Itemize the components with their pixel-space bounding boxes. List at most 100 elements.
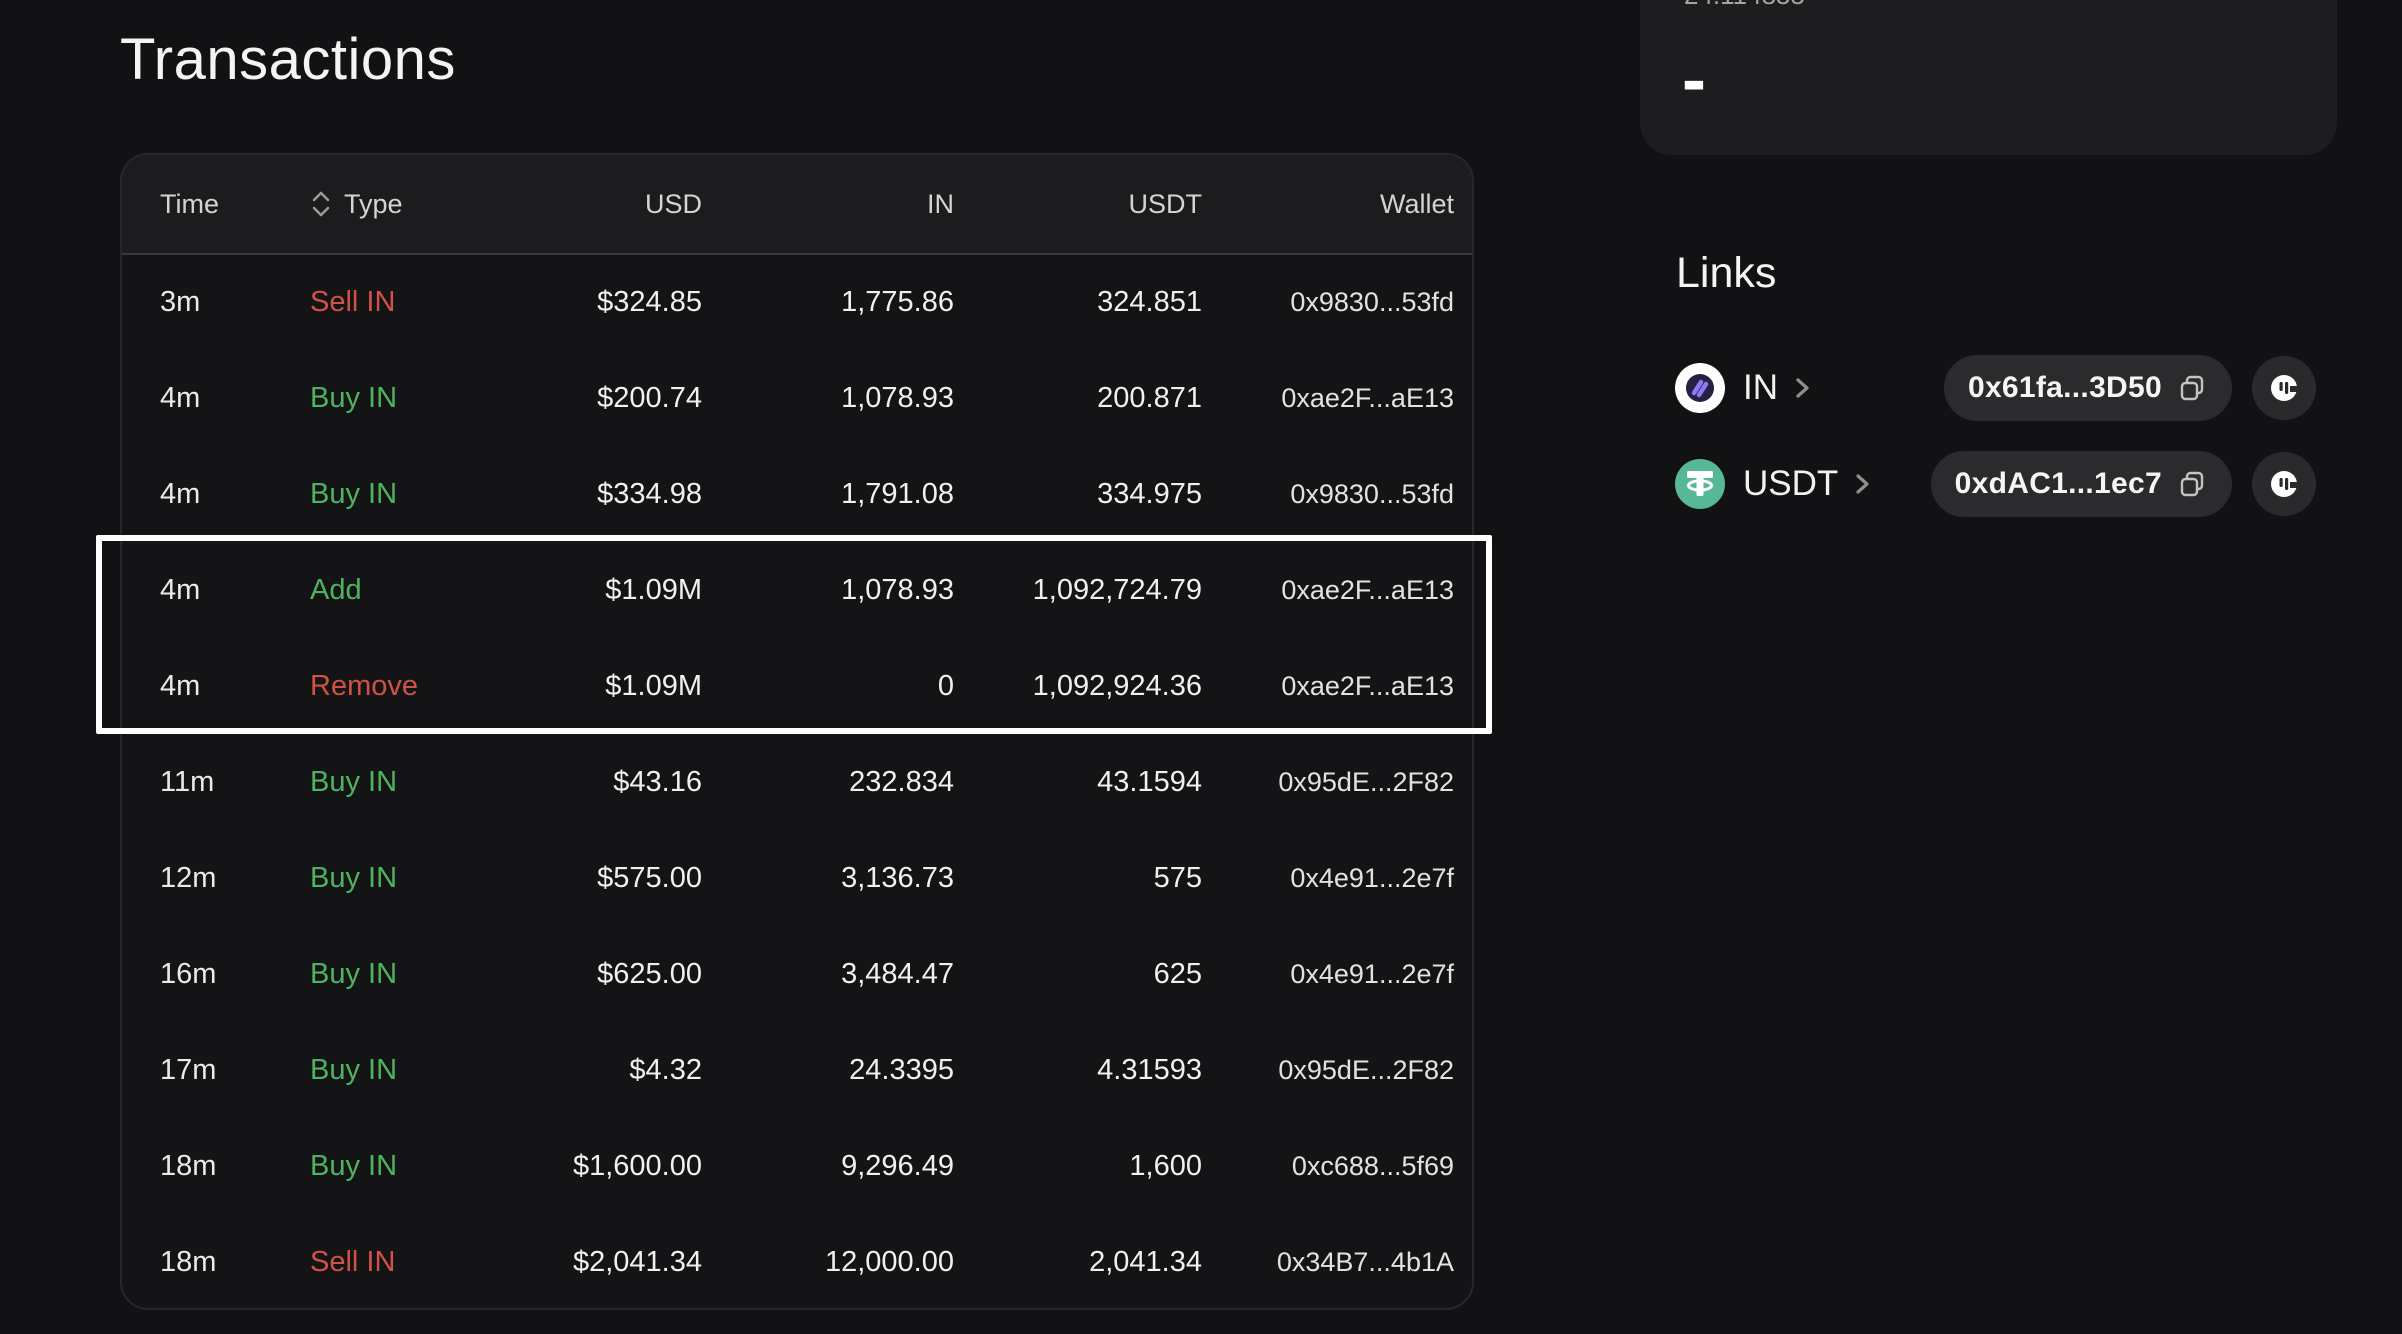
cell-time: 16m [160, 957, 217, 990]
cell-type: Buy IN [310, 1149, 398, 1182]
cell-usd: $43.16 [613, 765, 702, 798]
token-link[interactable]: IN [1743, 368, 1778, 407]
column-header-time: Time [160, 188, 219, 219]
address-text: 0xdAC1...1ec7 [1954, 467, 2162, 500]
cell-wallet[interactable]: 0xae2F...aE13 [1281, 383, 1454, 414]
cell-usd: $1,600.00 [572, 1149, 702, 1182]
cell-in: 1,078.93 [841, 574, 954, 607]
cell-usdt: 4.31593 [1097, 1053, 1202, 1086]
table-row[interactable]: 11m Buy IN $43.16 232.834 43.1594 0x95dE… [122, 735, 1472, 831]
table-row[interactable]: 4m Buy IN $334.98 1,791.08 334.975 0x983… [122, 447, 1472, 543]
cell-time: 17m [160, 1053, 217, 1086]
link-row: USDT 0xdAC1...1ec7 [1675, 451, 2316, 517]
table-row[interactable]: 18m Sell IN $2,041.34 12,000.00 2,041.34… [122, 1214, 1472, 1308]
cell-type: Buy IN [310, 765, 398, 798]
cell-type: Buy IN [310, 382, 398, 415]
table-body: 3m Sell IN $324.85 1,775.86 324.851 0x98… [122, 255, 1472, 1308]
cell-usd: $4.32 [629, 1053, 702, 1086]
cell-wallet[interactable]: 0x4e91...2e7f [1290, 862, 1454, 893]
cell-time: 18m [160, 1149, 217, 1182]
cell-wallet[interactable]: 0x34B7...4b1A [1276, 1246, 1454, 1277]
cell-wallet[interactable]: 0x4e91...2e7f [1290, 958, 1454, 989]
cell-usd: $625.00 [597, 957, 702, 990]
stats-clipped-value: 24.114855 [1684, 0, 1805, 10]
cell-type: Remove [310, 670, 418, 703]
cell-type: Buy IN [310, 957, 398, 990]
cell-in: 1,078.93 [841, 382, 954, 415]
column-header-usdt: USDT [1128, 188, 1203, 219]
cell-in: 12,000.00 [824, 1245, 954, 1278]
cell-usd: $575.00 [597, 861, 702, 894]
cell-usdt: 1,092,724.79 [1032, 574, 1202, 607]
cell-in: 9,296.49 [841, 1149, 954, 1182]
cell-in: 1,791.08 [841, 478, 954, 511]
cell-type: Buy IN [310, 1053, 398, 1086]
stats-card: 24.114855 - [1640, 0, 2337, 155]
cell-in: 1,775.86 [841, 286, 954, 319]
table-header: Time Type USD IN USDT Wallet [122, 155, 1472, 255]
table-row[interactable]: 3m Sell IN $324.85 1,775.86 324.851 0x98… [122, 255, 1472, 351]
cell-time: 11m [160, 765, 215, 798]
cell-usdt: 200.871 [1097, 382, 1202, 415]
cell-usdt: 1,600 [1129, 1149, 1202, 1182]
cell-usdt: 1,092,924.36 [1032, 670, 1202, 703]
usdt-token-icon [1675, 459, 1725, 509]
cell-type: Add [310, 574, 362, 607]
cell-usd: $1.09M [605, 574, 702, 607]
table-row[interactable]: 16m Buy IN $625.00 3,484.47 625 0x4e91..… [122, 926, 1472, 1022]
cell-time: 4m [160, 574, 201, 607]
cell-usdt: 575 [1153, 861, 1202, 894]
cell-time: 4m [160, 478, 201, 511]
cell-time: 4m [160, 382, 201, 415]
table-row[interactable]: 4m Buy IN $200.74 1,078.93 200.871 0xae2… [122, 351, 1472, 447]
cell-time: 12m [160, 861, 217, 894]
cell-wallet[interactable]: 0x9830...53fd [1290, 287, 1454, 318]
cell-wallet[interactable]: 0xae2F...aE13 [1281, 671, 1454, 702]
column-header-in: IN [927, 188, 954, 219]
table-row[interactable]: 18m Buy IN $1,600.00 9,296.49 1,600 0xc6… [122, 1118, 1472, 1214]
cell-wallet[interactable]: 0x9830...53fd [1290, 479, 1454, 510]
link-row: IN 0x61fa...3D50 [1675, 355, 2316, 421]
cell-usd: $334.98 [597, 478, 702, 511]
in-token-icon [1675, 363, 1725, 413]
address-chip[interactable]: 0xdAC1...1ec7 [1930, 451, 2232, 517]
cell-in: 0 [937, 670, 954, 703]
cell-time: 18m [160, 1245, 217, 1278]
column-header-type-label: Type [344, 188, 403, 219]
token-link[interactable]: USDT [1743, 464, 1839, 503]
etherscan-icon [2271, 375, 2298, 401]
links-list: IN 0x61fa...3D50 [1675, 355, 2316, 517]
address-chip[interactable]: 0x61fa...3D50 [1943, 355, 2232, 421]
cell-type: Sell IN [310, 1245, 396, 1278]
cell-in: 24.3395 [849, 1053, 954, 1086]
cell-wallet[interactable]: 0xc688...5f69 [1291, 1150, 1454, 1181]
table-row[interactable]: 17m Buy IN $4.32 24.3395 4.31593 0x95dE.… [122, 1022, 1472, 1118]
sort-icon[interactable] [310, 190, 332, 218]
cell-wallet[interactable]: 0xae2F...aE13 [1281, 575, 1454, 606]
explorer-button[interactable] [2252, 356, 2316, 420]
explorer-button[interactable] [2252, 452, 2316, 516]
copy-icon[interactable] [2176, 372, 2208, 404]
table-row[interactable]: 4m Add $1.09M 1,078.93 1,092,724.79 0xae… [122, 543, 1472, 639]
table-row[interactable]: 4m Remove $1.09M 0 1,092,924.36 0xae2F..… [122, 639, 1472, 735]
cell-wallet[interactable]: 0x95dE...2F82 [1278, 1054, 1454, 1085]
page-title: Transactions [120, 27, 456, 92]
cell-usdt: 43.1594 [1097, 765, 1202, 798]
cell-usdt: 625 [1153, 957, 1202, 990]
cell-time: 3m [160, 286, 201, 319]
cell-type: Sell IN [310, 286, 396, 319]
column-header-type[interactable]: Type [310, 189, 540, 220]
cell-usd: $324.85 [597, 286, 702, 319]
table-row[interactable]: 12m Buy IN $575.00 3,136.73 575 0x4e91..… [122, 830, 1472, 926]
copy-icon[interactable] [2176, 468, 2208, 500]
column-header-usd: USD [644, 188, 702, 219]
cell-usd: $1.09M [605, 670, 702, 703]
etherscan-icon [2271, 471, 2298, 497]
cell-type: Buy IN [310, 861, 398, 894]
cell-wallet[interactable]: 0x95dE...2F82 [1278, 766, 1454, 797]
cell-in: 3,484.47 [841, 957, 954, 990]
cell-time: 4m [160, 670, 201, 703]
cell-in: 3,136.73 [841, 861, 954, 894]
transactions-table: Time Type USD IN USDT Wallet 3m Sell IN … [120, 153, 1474, 1310]
